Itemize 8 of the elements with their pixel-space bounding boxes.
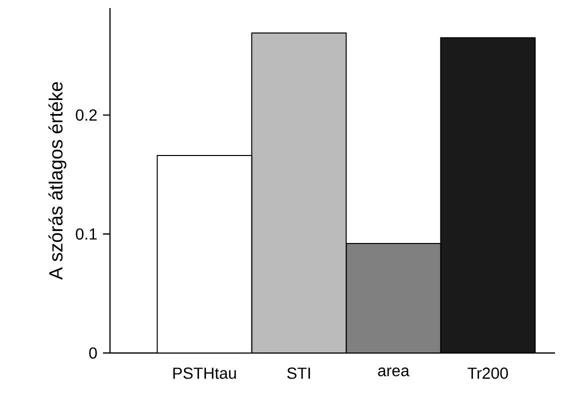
y-axis-title: A szórás átlagos értéke (48, 82, 66, 280)
x-tick-label: PSTHtau (173, 368, 236, 379)
x-tick-label: Tr200 (468, 368, 508, 379)
x-tick-label: area (378, 368, 410, 376)
y-tick-label: 0.1 (76, 228, 97, 240)
y-tick-label: 0.2 (76, 109, 97, 121)
x-tick-label: STI (287, 368, 310, 379)
y-tick-label: 0 (89, 347, 97, 359)
